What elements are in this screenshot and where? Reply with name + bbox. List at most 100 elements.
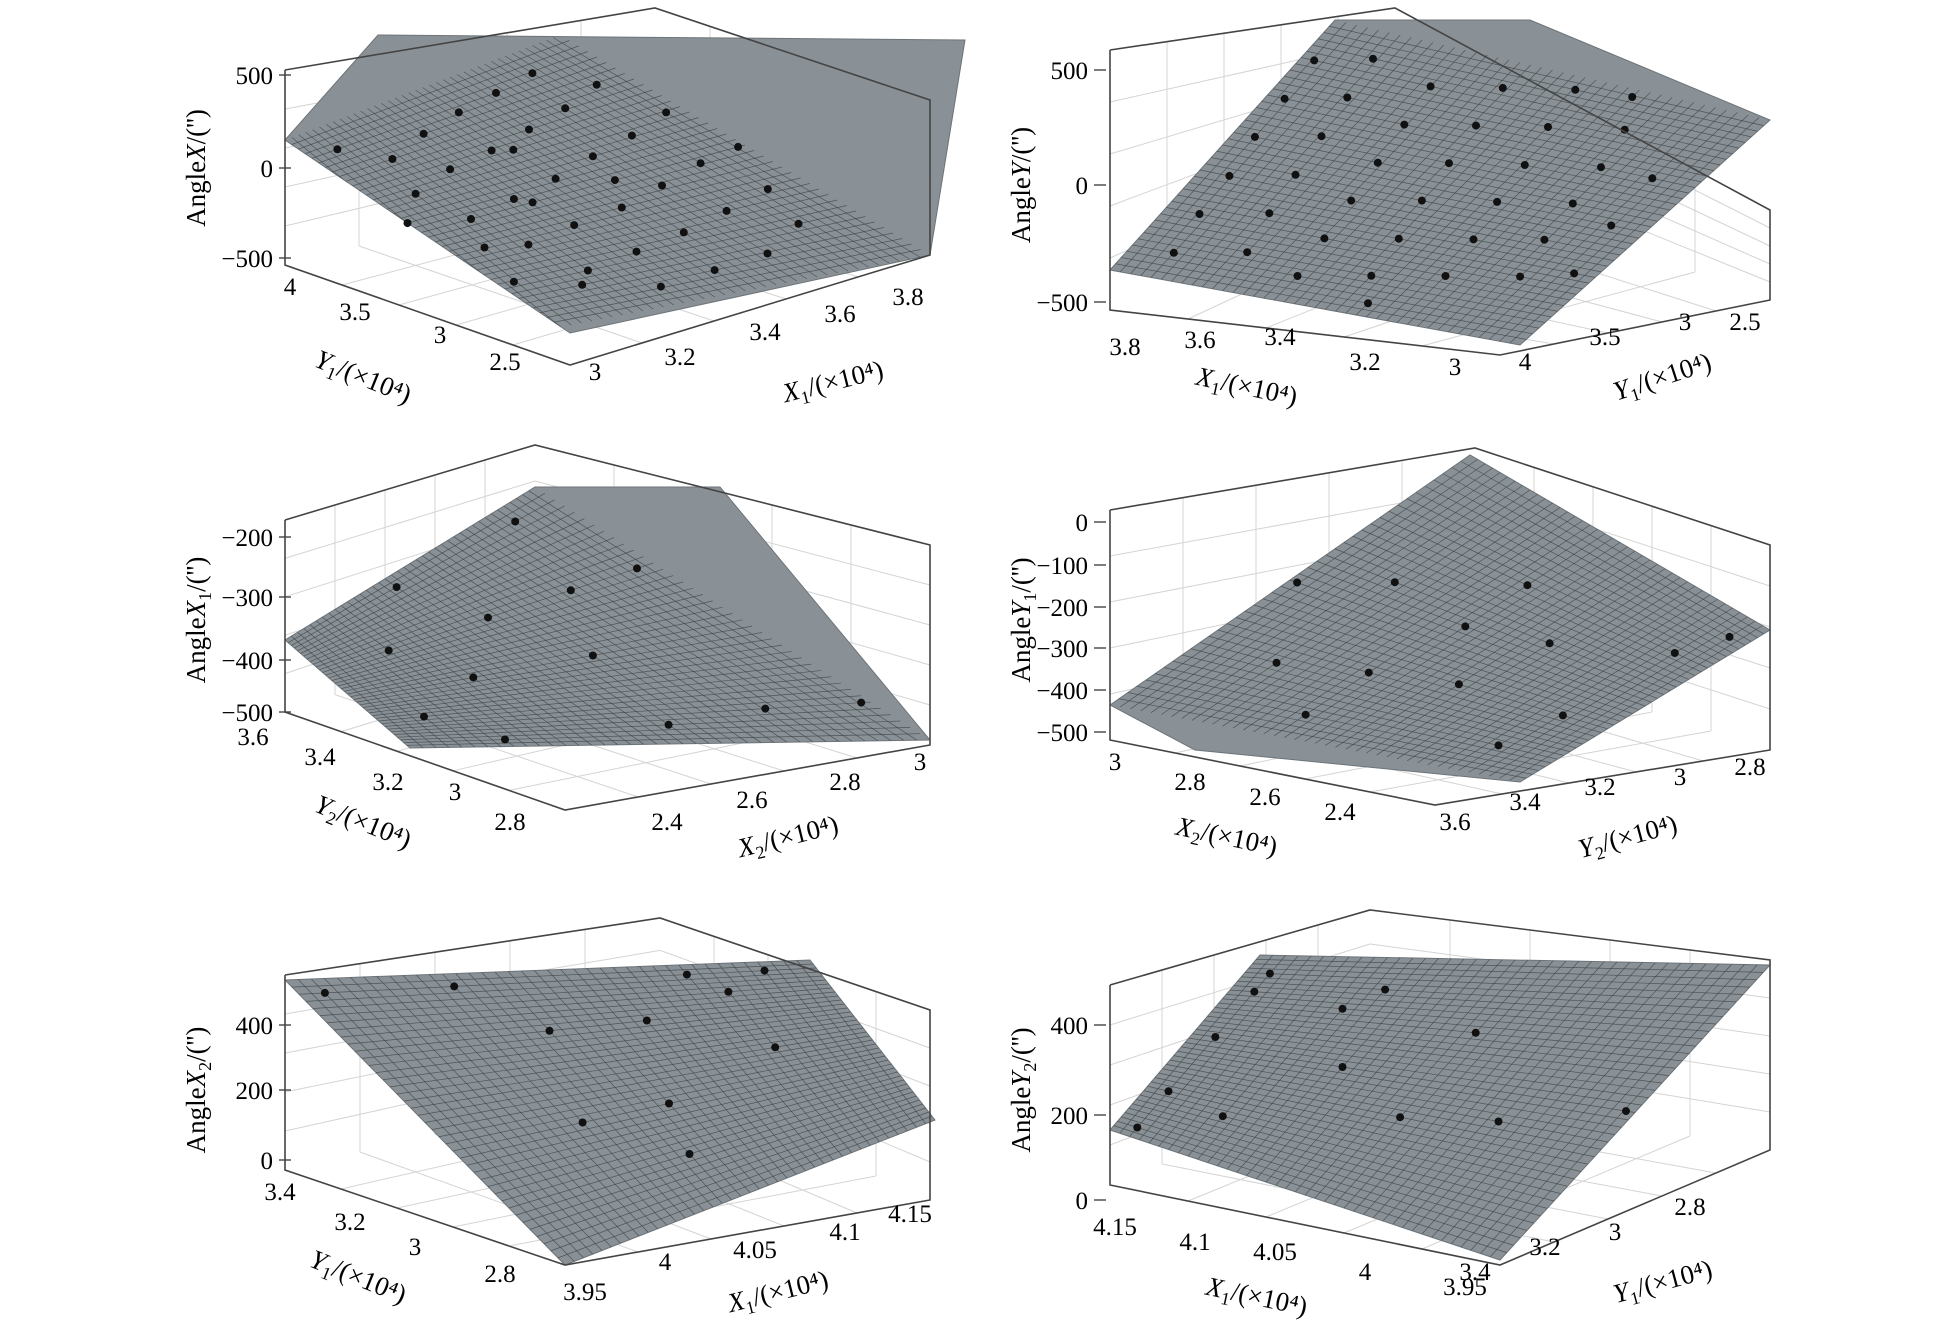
z-tick-label: −100 [1036, 553, 1088, 580]
y-axis-label: Y2/(×10⁴) [309, 789, 416, 858]
x-tick-label: 3.8 [892, 284, 923, 311]
data-point [1265, 209, 1274, 218]
surface-mesh [290, 37, 921, 333]
data-point [1628, 93, 1637, 101]
data-point [1571, 85, 1580, 94]
data-point [1338, 1004, 1347, 1013]
x-axis-label: X1/(×10⁴) [778, 354, 887, 412]
data-point [1400, 120, 1409, 129]
data-point [1218, 1112, 1227, 1121]
x-tick-label: 2.4 [1324, 799, 1356, 826]
subplot-5-data-points [320, 966, 780, 1158]
y-tick-label: 3.4 [304, 744, 336, 771]
y-tick-label: 3.6 [1439, 809, 1470, 836]
data-point [484, 613, 492, 622]
data-point [1169, 248, 1178, 257]
y-tick-label: 4 [1519, 349, 1532, 376]
z-tick-label: 400 [236, 1013, 274, 1040]
data-point [1472, 121, 1480, 130]
y-axis-label: Y1/(×10⁴) [304, 1244, 411, 1313]
z-axis-label: AngleY/('') [1006, 127, 1036, 243]
data-point [1317, 132, 1326, 141]
data-point [1461, 622, 1470, 631]
subplot-2: 500 0 −500 4 3.5 3 2.5 3.8 3.6 3.4 3.2 3 AngleY/('')… [1006, 7, 1771, 412]
data-point [1445, 159, 1453, 168]
x-tick-label: 2.8 [1174, 769, 1205, 796]
x-tick-label: 4.15 [888, 1201, 932, 1228]
data-point [1570, 269, 1579, 278]
axes-box [284, 917, 931, 1266]
x-axis-label: X2/(×10⁴) [733, 809, 842, 867]
data-point [1390, 578, 1399, 587]
z-tick-label: 0 [261, 1148, 274, 1175]
data-point [480, 243, 489, 252]
subplot-3-data-points [384, 517, 866, 744]
y-axis-label: Y2/(×10⁴) [1575, 809, 1682, 868]
y-tick-label: 2.8 [494, 809, 525, 836]
subplot-1: 500 0 −500 4 3.5 3 2.5 3 3.2 3.4 3.6 3.8 AngleX/('')… [181, 7, 966, 412]
x-tick-label: 2.6 [1249, 784, 1280, 811]
z-axis-label: AngleY2/('') [1006, 1027, 1040, 1152]
data-point [679, 228, 688, 237]
z-axis-label: AngleY1/('') [1006, 557, 1040, 682]
x-tick-label: 4.1 [1179, 1229, 1210, 1256]
data-point [420, 712, 428, 721]
subplot-2-data-points [1169, 54, 1657, 308]
data-point [1301, 710, 1310, 719]
data-point [450, 982, 459, 991]
data-point [710, 266, 719, 275]
x-tick-label: 3.95 [563, 1279, 607, 1306]
data-point [528, 69, 537, 78]
z-tick-label: 500 [236, 63, 274, 90]
data-point [1494, 741, 1503, 750]
z-tick-label: 0 [1076, 510, 1089, 537]
x-tick-label: 2.6 [736, 787, 767, 814]
surface-mesh [291, 960, 932, 1262]
data-point [1367, 271, 1376, 280]
data-point [1454, 680, 1463, 689]
data-point [627, 131, 636, 140]
data-point [1280, 94, 1289, 103]
data-point [617, 203, 626, 212]
data-point [570, 221, 579, 230]
y-tick-label: 3.4 [264, 1179, 296, 1206]
x-tick-label: 4.15 [1093, 1214, 1137, 1241]
data-point [561, 104, 570, 113]
data-point [1516, 272, 1525, 281]
data-point [1225, 171, 1234, 180]
data-point [1540, 235, 1549, 244]
data-point [1364, 299, 1372, 308]
data-point [454, 108, 463, 117]
y-tick-label: 2.8 [1734, 754, 1765, 781]
data-point [685, 1150, 694, 1158]
data-point [664, 720, 673, 729]
data-point [771, 1043, 780, 1052]
data-point [734, 142, 743, 151]
z-axis-label: AngleX1/('') [181, 557, 215, 684]
x-tick-label: 3.4 [1264, 324, 1296, 351]
surface-mesh [1118, 459, 1764, 781]
data-point [1607, 221, 1616, 230]
data-point [333, 145, 342, 154]
y-tick-label: 3.2 [334, 1209, 365, 1236]
y-tick-label: 2.5 [1729, 309, 1760, 336]
y-tick-label: 2.8 [1674, 1194, 1705, 1221]
y-tick-label: 2.8 [484, 1261, 515, 1288]
data-point [696, 159, 705, 168]
x-axis-label: X2/(×10⁴) [1172, 811, 1280, 866]
data-point [578, 280, 587, 289]
x-tick-label: 3.6 [824, 301, 855, 328]
data-point [509, 145, 518, 154]
data-point [1545, 639, 1554, 648]
data-point [588, 651, 597, 660]
y-tick-label: 3 [449, 779, 462, 806]
data-point [583, 266, 592, 275]
data-point [1133, 1123, 1142, 1132]
x-tick-label: 3 [589, 359, 602, 386]
x-axis-label: X1/(×10⁴) [723, 1264, 832, 1322]
z-tick-label: 400 [1051, 1013, 1089, 1040]
axes-box [284, 7, 931, 366]
data-point [1648, 174, 1657, 183]
x-tick-label: 3 [1449, 354, 1462, 381]
